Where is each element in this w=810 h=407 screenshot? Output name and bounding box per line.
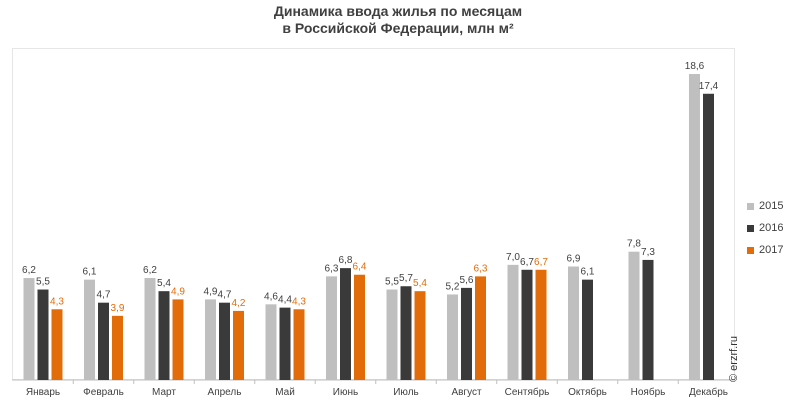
bar-2015 — [568, 266, 579, 380]
bar-2016 — [219, 302, 230, 380]
legend-label: 2016 — [759, 222, 784, 234]
x-tick-label: Ноябрь — [631, 386, 666, 398]
bar-2015 — [23, 278, 35, 380]
legend-label: 2015 — [759, 200, 784, 212]
data-label-2016: 7,3 — [641, 247, 655, 258]
x-tick-label: Август — [451, 387, 482, 398]
data-label-2015: 4,6 — [264, 291, 278, 302]
data-label-2016: 4,7 — [218, 290, 232, 301]
data-label-2017: 4,9 — [171, 286, 185, 297]
bar-2015 — [144, 278, 156, 380]
x-tick-label: Январь — [26, 387, 60, 398]
bar-2017 — [51, 309, 63, 380]
bar-2017 — [233, 310, 244, 380]
legend-label: 2017 — [759, 244, 784, 256]
bar-2015 — [689, 74, 700, 380]
bar-2017 — [354, 274, 365, 380]
x-tick-label: Февраль — [83, 387, 124, 398]
bar-2017 — [475, 276, 486, 380]
data-label-2015: 5,2 — [446, 281, 460, 292]
bar-2016 — [400, 286, 412, 380]
chart-title: Динамика ввода жилья по месяцам в Россий… — [0, 3, 796, 37]
data-label-2015: 6,2 — [22, 265, 36, 276]
data-label-2016: 5,5 — [36, 277, 50, 288]
chart-title-line-2: в Российской Федерации, млн м² — [282, 20, 514, 36]
bar-2015 — [84, 279, 95, 380]
data-label-2016: 6,7 — [520, 257, 534, 268]
data-label-2015: 4,9 — [204, 286, 218, 297]
bar-2016 — [521, 269, 533, 380]
watermark: © erzrf.ru — [728, 336, 740, 382]
legend-item-2016: 2016 — [747, 217, 783, 239]
bar-2016 — [582, 279, 593, 380]
data-label-2015: 5,5 — [385, 277, 399, 288]
x-tick-label: Май — [275, 387, 295, 398]
data-label-2017: 4,2 — [232, 298, 246, 309]
legend-swatch — [747, 224, 754, 232]
bar-2015 — [386, 289, 398, 380]
bar-2015 — [628, 251, 640, 380]
data-label-2017: 6,3 — [474, 263, 488, 274]
bar-2017 — [414, 291, 426, 380]
data-label-2016: 6,1 — [581, 267, 595, 278]
data-label-2016: 4,7 — [97, 290, 111, 301]
x-tick-label: Октябрь — [568, 386, 607, 398]
data-label-2017: 4,3 — [50, 296, 64, 307]
data-label-2017: 6,7 — [534, 257, 548, 268]
bar-2017 — [172, 299, 184, 380]
bar-2016 — [98, 302, 109, 380]
bar-2017 — [112, 315, 123, 380]
data-label-2015: 6,1 — [83, 267, 97, 278]
bar-2016 — [158, 291, 170, 380]
bar-2015 — [507, 264, 519, 380]
legend-swatch — [747, 246, 754, 254]
bar-2016 — [642, 259, 654, 380]
data-label-2016: 5,6 — [460, 275, 474, 286]
data-label-2017: 4,3 — [292, 296, 306, 307]
bar-2015 — [205, 299, 216, 380]
data-label-2015: 6,9 — [567, 253, 581, 264]
bar-2016 — [461, 287, 472, 380]
x-tick-label: Апрель — [208, 387, 242, 398]
data-label-2015: 7,8 — [627, 239, 641, 250]
data-label-2015: 18,6 — [685, 61, 705, 72]
data-label-2017: 6,4 — [353, 262, 367, 273]
legend-swatch — [747, 202, 754, 210]
chart-title-line-1: Динамика ввода жилья по месяцам — [273, 3, 523, 19]
x-tick-label: Март — [152, 387, 176, 398]
x-tick-label: Сентябрь — [505, 386, 550, 398]
data-label-2017: 3,9 — [111, 303, 125, 314]
bar-2015 — [265, 304, 277, 380]
x-tick-label: Декабрь — [689, 386, 728, 398]
legend-item-2015: 2015 — [747, 195, 783, 217]
bar-2015 — [326, 276, 337, 380]
legend-item-2017: 2017 — [747, 239, 783, 261]
data-label-2015: 6,3 — [325, 263, 339, 274]
bar-2017 — [535, 269, 547, 380]
x-tick-label: Июль — [393, 387, 419, 398]
bar-2016 — [279, 307, 291, 380]
data-label-2015: 6,2 — [143, 265, 157, 276]
bar-2016 — [703, 93, 714, 381]
data-label-2016: 4,4 — [278, 295, 292, 306]
data-label-2016: 5,7 — [399, 273, 413, 284]
data-label-2015: 7,0 — [506, 252, 520, 263]
bar-2016 — [340, 268, 351, 380]
bar-2017 — [293, 309, 305, 380]
x-tick-label: Июнь — [333, 387, 358, 398]
data-label-2016: 17,4 — [699, 81, 719, 92]
legend: 2015 2016 2017 — [747, 195, 783, 261]
bar-2015 — [447, 294, 458, 380]
bar-2016 — [37, 289, 49, 380]
data-label-2017: 5,4 — [413, 278, 427, 289]
data-label-2016: 5,4 — [157, 278, 171, 289]
data-label-2016: 6,8 — [339, 255, 353, 266]
